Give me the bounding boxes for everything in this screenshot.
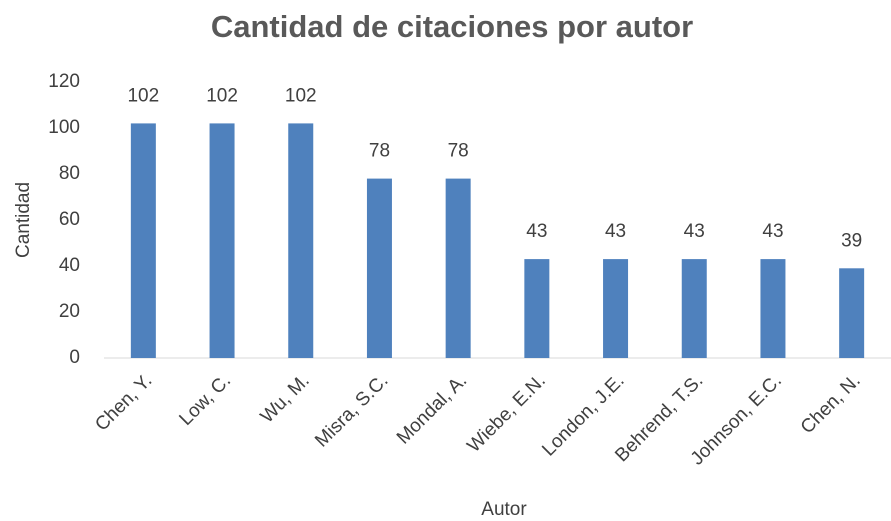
bar	[445, 178, 471, 358]
bar	[681, 259, 707, 358]
bar	[288, 123, 314, 359]
data-label: 78	[448, 141, 469, 162]
bar	[209, 123, 235, 359]
bar	[603, 259, 629, 358]
x-tick-label: Wiebe, E.N.	[463, 370, 550, 457]
x-tick-label: Mondal, A.	[393, 370, 471, 448]
x-tick-label: Chen, Y.	[91, 370, 156, 435]
data-label: 43	[684, 221, 705, 242]
data-label: 102	[285, 85, 317, 106]
y-tick-label: 20	[59, 301, 80, 322]
y-tick-label: 100	[48, 117, 80, 138]
y-tick-label: 0	[69, 347, 80, 368]
y-tick-label: 120	[48, 71, 80, 92]
bar	[524, 259, 550, 358]
data-label: 43	[762, 221, 783, 242]
bar	[839, 268, 865, 358]
data-label: 43	[605, 221, 626, 242]
y-tick-label: 60	[59, 209, 80, 230]
data-label: 102	[206, 85, 238, 106]
data-label: 78	[369, 141, 390, 162]
data-label: 39	[841, 230, 862, 251]
chart-title: Cantidad de citaciones por autor	[211, 9, 693, 44]
x-tick-label: Wu, M.	[257, 370, 314, 427]
x-axis-label: Autor	[481, 499, 527, 520]
y-tick-label: 40	[59, 255, 80, 276]
bar	[366, 178, 392, 358]
bar	[760, 259, 786, 358]
bar	[130, 123, 156, 359]
x-tick-label: Low, C.	[175, 370, 235, 430]
data-label: 43	[526, 221, 547, 242]
data-label: 102	[127, 85, 159, 106]
y-axis-label: Cantidad	[13, 182, 34, 258]
x-tick-label: Chen, N.	[797, 370, 865, 438]
y-tick-label: 80	[59, 163, 80, 184]
x-tick-label: Misra, S.C.	[311, 370, 392, 451]
